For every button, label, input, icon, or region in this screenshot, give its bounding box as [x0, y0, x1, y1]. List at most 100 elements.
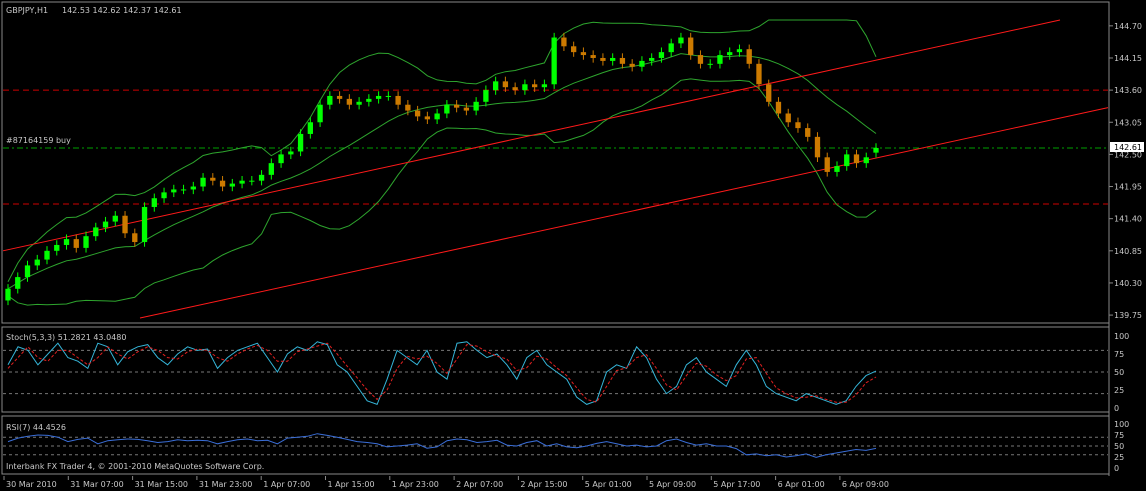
- candle[interactable]: [5, 288, 11, 301]
- candle[interactable]: [571, 46, 577, 53]
- candle[interactable]: [93, 227, 99, 237]
- candle[interactable]: [239, 180, 245, 184]
- candle[interactable]: [463, 107, 470, 111]
- candle[interactable]: [34, 259, 40, 266]
- candle[interactable]: [171, 189, 177, 193]
- candle[interactable]: [707, 63, 713, 65]
- candle[interactable]: [853, 154, 860, 164]
- candle[interactable]: [502, 81, 509, 88]
- candle[interactable]: [531, 84, 538, 88]
- candle[interactable]: [551, 37, 557, 85]
- candle[interactable]: [561, 37, 567, 47]
- candle[interactable]: [112, 215, 118, 222]
- candle[interactable]: [717, 55, 723, 64]
- candle[interactable]: [249, 180, 255, 182]
- candle[interactable]: [678, 37, 684, 44]
- stoch-panel[interactable]: 100 75 50 25 0: [3, 332, 1129, 413]
- order-label[interactable]: #87164159 buy: [6, 136, 71, 145]
- candle[interactable]: [258, 174, 265, 181]
- candle[interactable]: [580, 52, 587, 56]
- candle[interactable]: [775, 101, 782, 114]
- candle[interactable]: [473, 101, 479, 111]
- candle[interactable]: [405, 104, 411, 111]
- candle[interactable]: [63, 239, 70, 245]
- candle[interactable]: [834, 166, 840, 172]
- candle[interactable]: [805, 128, 811, 137]
- candle[interactable]: [102, 221, 109, 228]
- price-axis[interactable]: 144.70 144.15 143.60 143.05 142.50 141.95 141.…: [1109, 22, 1142, 320]
- candle[interactable]: [814, 136, 821, 158]
- indicator-series-line[interactable]: [7, 433, 877, 458]
- bollinger-upper-line[interactable]: [7, 19, 877, 283]
- candle[interactable]: [522, 84, 528, 91]
- bollinger-middle-line[interactable]: [7, 53, 877, 290]
- candle[interactable]: [512, 87, 518, 91]
- candle[interactable]: [219, 180, 226, 187]
- candle[interactable]: [180, 189, 187, 191]
- candle[interactable]: [863, 157, 869, 164]
- candle[interactable]: [492, 81, 499, 91]
- candle[interactable]: [756, 63, 762, 85]
- candle[interactable]: [132, 233, 138, 243]
- candle[interactable]: [366, 98, 372, 102]
- candle[interactable]: [346, 98, 353, 105]
- candle[interactable]: [297, 133, 304, 152]
- candle[interactable]: [44, 250, 50, 260]
- candle[interactable]: [600, 57, 606, 61]
- time-axis[interactable]: 30 Mar 2010 31 Mar 07:00 31 Mar 15:00 31 Ma…: [3, 476, 889, 489]
- candle[interactable]: [541, 84, 548, 88]
- candle[interactable]: [697, 55, 704, 64]
- candle[interactable]: [317, 104, 323, 123]
- candle[interactable]: [200, 177, 206, 187]
- candle[interactable]: [73, 239, 79, 248]
- candle[interactable]: [190, 186, 196, 190]
- candle[interactable]: [288, 151, 294, 155]
- candle[interactable]: [83, 236, 89, 248]
- candle[interactable]: [336, 95, 343, 99]
- candle[interactable]: [483, 90, 489, 102]
- rsi-panel[interactable]: 100 75 50 25 0: [3, 420, 1129, 473]
- indicator-series-line[interactable]: [7, 341, 877, 406]
- candle[interactable]: [453, 104, 460, 108]
- candle[interactable]: [268, 163, 274, 175]
- candle[interactable]: [649, 57, 655, 61]
- bollinger-lower-line[interactable]: [7, 78, 877, 306]
- trendline-upper[interactable]: [2, 19, 1061, 252]
- candle[interactable]: [785, 113, 791, 123]
- candle[interactable]: [54, 244, 60, 251]
- candle[interactable]: [229, 183, 235, 187]
- candle[interactable]: [610, 57, 616, 61]
- candle[interactable]: [746, 49, 752, 64]
- indicator-series-line[interactable]: [7, 342, 877, 403]
- candle[interactable]: [688, 37, 694, 56]
- candle[interactable]: [639, 60, 645, 67]
- candle[interactable]: [395, 95, 401, 105]
- candle[interactable]: [161, 192, 167, 199]
- candle[interactable]: [424, 116, 431, 120]
- trendline-lower[interactable]: [139, 107, 1109, 319]
- candle[interactable]: [824, 157, 830, 172]
- candle[interactable]: [434, 113, 440, 120]
- candle[interactable]: [727, 52, 733, 56]
- candle[interactable]: [385, 95, 392, 97]
- candle[interactable]: [327, 95, 333, 105]
- candle[interactable]: [141, 206, 148, 243]
- candle[interactable]: [658, 52, 665, 58]
- candle[interactable]: [736, 49, 743, 53]
- candle[interactable]: [24, 265, 31, 278]
- candles[interactable]: [5, 32, 879, 306]
- candle[interactable]: [122, 215, 128, 234]
- candle[interactable]: [766, 84, 772, 102]
- candle[interactable]: [873, 147, 879, 153]
- candle[interactable]: [307, 122, 313, 134]
- candle[interactable]: [15, 277, 21, 289]
- candle[interactable]: [356, 101, 362, 105]
- candle[interactable]: [619, 57, 626, 64]
- candle[interactable]: [590, 55, 596, 58]
- candle[interactable]: [375, 95, 382, 99]
- candle[interactable]: [414, 110, 421, 117]
- candle[interactable]: [444, 104, 450, 114]
- candle[interactable]: [668, 43, 674, 53]
